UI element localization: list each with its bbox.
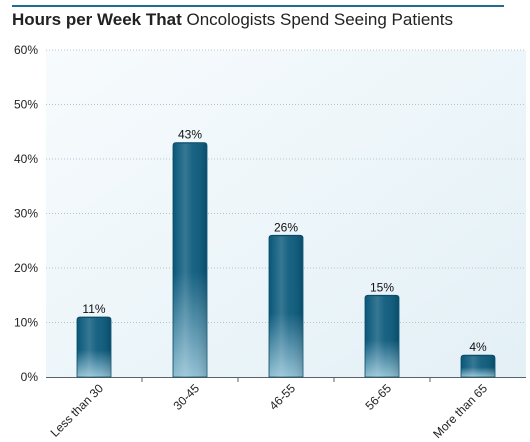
chart-title: Hours per Week That Oncologists Spend Se…: [12, 10, 522, 30]
bar: [460, 354, 496, 378]
bar-shine: [78, 318, 110, 377]
y-tick-label: 20%: [14, 261, 38, 275]
y-tick-label: 40%: [14, 152, 38, 166]
bar: [172, 142, 208, 378]
bar-shine: [270, 236, 302, 377]
data-label: 43%: [178, 128, 202, 142]
data-label: 26%: [274, 220, 298, 234]
bar-shine: [366, 296, 398, 377]
x-tick-label: Less than 30: [48, 381, 107, 440]
data-label: 15%: [370, 280, 394, 294]
chart-title-regular: Oncologists Spend Seeing Patients: [186, 10, 453, 29]
chart-title-bold: Hours per Week That: [12, 10, 182, 29]
x-tick-label: 56-65: [363, 381, 395, 413]
data-label: 11%: [82, 302, 105, 316]
bar: [364, 294, 400, 378]
x-tick-label: 30-45: [171, 381, 203, 413]
title-rule: [12, 5, 504, 7]
bar-shine: [462, 356, 494, 377]
x-tick-label: More than 65: [430, 381, 490, 441]
y-tick-label: 30%: [14, 207, 38, 221]
y-tick-label: 50%: [14, 98, 38, 112]
y-tick-label: 10%: [14, 316, 38, 330]
bar: [268, 234, 304, 378]
y-tick-label: 0%: [21, 370, 39, 384]
y-tick-label: 60%: [14, 43, 38, 57]
bar: [76, 316, 112, 378]
bar-shine: [174, 143, 206, 377]
x-tick-label: 46-55: [267, 381, 299, 413]
data-label: 4%: [469, 340, 487, 354]
